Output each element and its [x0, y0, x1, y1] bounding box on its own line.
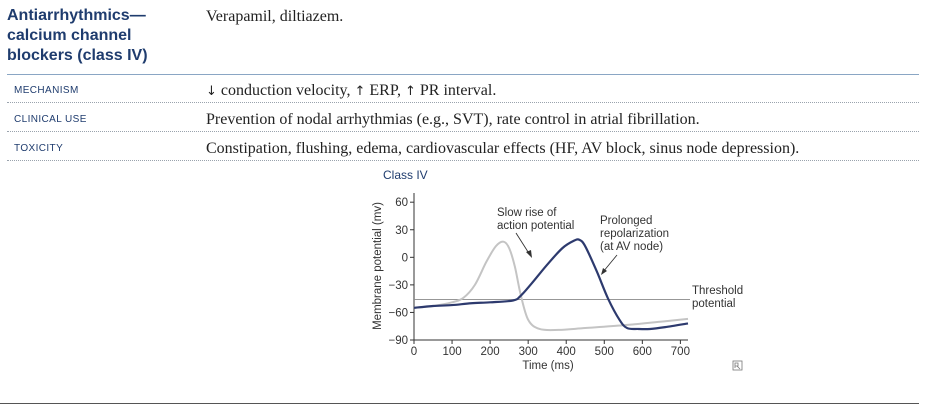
toxicity-label: TOXICITY	[14, 143, 64, 154]
watermark-icon	[732, 360, 743, 371]
x-tick-label: 700	[671, 346, 690, 358]
up-arrow-icon: ↑	[354, 84, 366, 99]
annotation-repolarization-line-1: Prolonged	[600, 215, 652, 227]
annotation-slow-rise-line-1: Slow rise of	[497, 207, 557, 219]
x-tick-label: 0	[411, 346, 417, 358]
x-tick-label: 600	[633, 346, 652, 358]
series-line-class-iv	[413, 238, 689, 331]
heading-line-1: Antiarrhythmics—	[7, 7, 146, 24]
clinical-use-text: Prevention of nodal arrhythmias (e.g., S…	[206, 111, 700, 128]
mechanism-part-1: conduction velocity,	[216, 82, 355, 99]
y-tick-label: −60	[388, 307, 408, 319]
row-divider	[7, 102, 919, 103]
header-divider	[7, 74, 919, 75]
row-divider	[7, 160, 919, 161]
chart-title: Class IV	[383, 168, 428, 182]
y-tick-label: 0	[402, 252, 408, 264]
y-tick-label: −30	[388, 280, 408, 292]
row-divider	[7, 131, 919, 132]
annotation-repolarization-line-3: (at AV node)	[600, 241, 663, 253]
x-tick-label: 200	[481, 346, 500, 358]
threshold-label-line-2: potential	[692, 298, 735, 310]
x-tick-label: 500	[595, 346, 614, 358]
mechanism-part-3: PR interval.	[415, 82, 497, 99]
y-tick-label: −90	[388, 335, 408, 347]
toxicity-text: Constipation, flushing, edema, cardiovas…	[206, 140, 800, 157]
section-heading: Antiarrhythmics— calcium channel blocker…	[7, 6, 197, 66]
threshold-label-line-1: Threshold	[692, 285, 743, 297]
annotation-arrowhead	[601, 268, 607, 275]
heading-line-3: blockers (class IV)	[7, 47, 148, 64]
x-tick-label: 100	[442, 346, 461, 358]
annotation-slow-rise-line-2: action potential	[497, 220, 574, 232]
bottom-divider	[0, 403, 919, 404]
x-tick-label: 400	[557, 346, 576, 358]
ylabel: Membrane potential (mv)	[372, 202, 384, 330]
annotation-arrow	[602, 254, 618, 273]
drug-list: Verapamil, diltiazem.	[206, 8, 344, 25]
series-line-reference	[413, 240, 689, 332]
clinical-use-label: CLINICAL USE	[14, 114, 87, 125]
annotation-repolarization-line-2: repolarization	[600, 228, 669, 240]
annotation-arrowhead	[526, 250, 532, 258]
mechanism-label: MECHANISM	[14, 85, 79, 96]
x-tick-label: 300	[519, 346, 538, 358]
xlabel: Time (ms)	[522, 360, 573, 372]
up-arrow-icon: ↑	[404, 84, 416, 99]
y-tick-label: 60	[395, 197, 408, 209]
heading-line-2: calcium channel	[7, 27, 132, 44]
y-tick-label: 30	[395, 225, 408, 237]
mechanism-text: ↓ conduction velocity, ↑ ERP, ↑ PR inter…	[206, 81, 496, 102]
mechanism-part-2: ERP,	[365, 82, 405, 99]
down-arrow-icon: ↓	[206, 84, 217, 99]
